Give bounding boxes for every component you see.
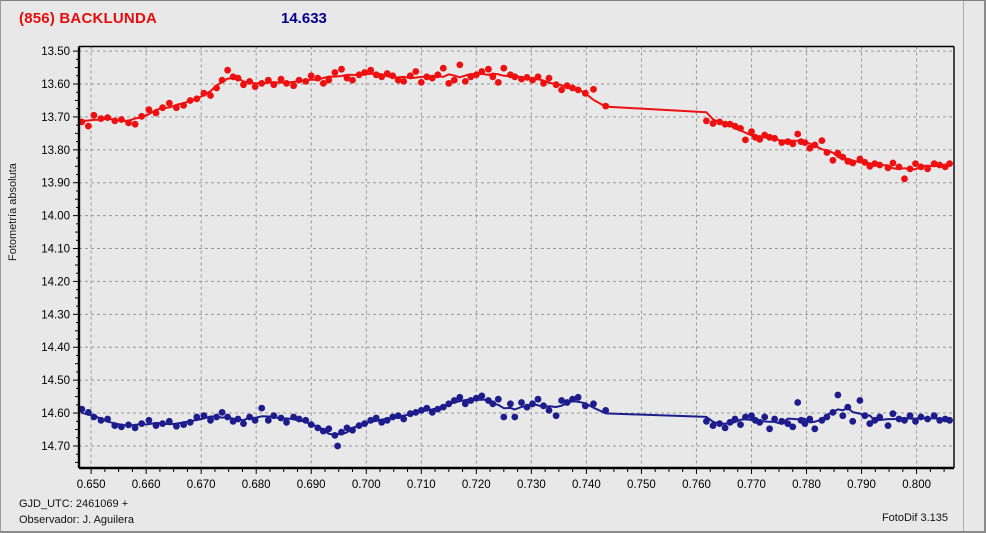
- y-tick-label: 13.80: [41, 145, 70, 157]
- asteroid-title: (856) BACKLUNDA: [19, 10, 158, 27]
- gjd-utc-label: GJD_UTC: 2461069 +: [19, 498, 129, 510]
- plot-frame: [77, 45, 955, 470]
- x-tick-label: 0.660: [132, 479, 161, 491]
- x-tick-label: 0.720: [462, 479, 491, 491]
- gridlines: [79, 46, 954, 468]
- x-tick-label: 0.690: [297, 479, 326, 491]
- x-tick-label: 0.770: [737, 479, 766, 491]
- y-tick-label: 14.50: [41, 375, 70, 387]
- app-version-label: FotoDif 3.135: [881, 512, 948, 524]
- y-tick-label: 14.60: [41, 408, 70, 420]
- x-tick-label: 0.740: [572, 479, 601, 491]
- y-tick-label: 13.60: [41, 79, 70, 91]
- x-tick-label: 0.730: [517, 479, 546, 491]
- x-tick-label: 0.760: [682, 479, 711, 491]
- x-tick-label: 0.680: [242, 479, 271, 491]
- fit-line-target: [80, 72, 951, 171]
- markers-target: [78, 61, 953, 183]
- x-tick-label: 0.780: [792, 479, 821, 491]
- y-tick-label: 14.70: [41, 441, 70, 453]
- y-tick-label: 14.10: [41, 244, 70, 256]
- y-tick-label: 14.30: [41, 309, 70, 321]
- markers-comparison: [78, 391, 953, 450]
- y-tick-label: 14.20: [41, 276, 70, 288]
- x-tick-label: 0.700: [352, 479, 381, 491]
- y-tick-label: 13.90: [41, 178, 70, 190]
- y-tick-label: 14.00: [41, 211, 70, 223]
- comparison-magnitude: 14.633: [281, 10, 327, 27]
- y-tick-label: 13.50: [41, 46, 70, 58]
- axis-ticks: [73, 50, 945, 474]
- x-tick-label: 0.670: [187, 479, 216, 491]
- x-tick-label: 0.790: [847, 479, 876, 491]
- y-tick-label: 13.70: [41, 112, 70, 124]
- x-tick-label: 0.800: [902, 479, 931, 491]
- y-tick-label: 14.40: [41, 342, 70, 354]
- observer-label: Observador: J. Aguilera: [19, 514, 134, 526]
- window-edge-divider: [963, 1, 964, 531]
- tick-labels: 0.650 0.660 0.670 0.680 0.690 0.700 0.710 0.720…: [41, 46, 931, 491]
- x-tick-label: 0.650: [77, 479, 106, 491]
- x-tick-label: 0.710: [407, 479, 436, 491]
- chart-header: (856) BACKLUNDA 14.633: [1, 1, 984, 41]
- x-tick-label: 0.750: [627, 479, 656, 491]
